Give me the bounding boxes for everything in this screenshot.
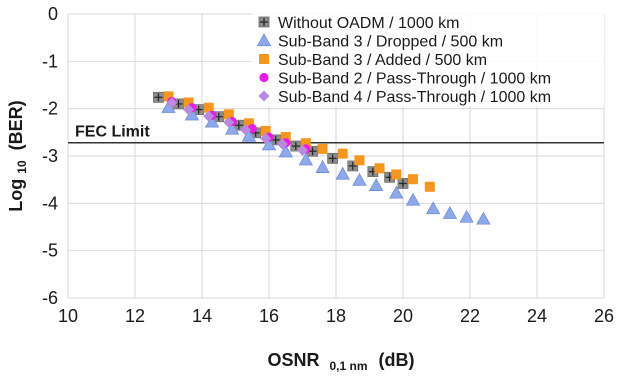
legend-label-4: Sub-Band 4 / Pass-Through / 1000 km (278, 89, 551, 106)
y-tick-label-4: -4 (42, 193, 58, 213)
series-2-point-14 (424, 181, 435, 192)
x-tick-label-3: 16 (259, 306, 279, 326)
series-2-point-0 (163, 91, 174, 102)
legend-marker-4 (258, 90, 270, 102)
y-axis-label: Log 10 (BER) (6, 100, 30, 211)
series-1-point-15 (442, 205, 458, 219)
series-2-point-10 (354, 155, 365, 166)
series-1 (161, 99, 491, 225)
series-1-point-5 (261, 137, 277, 151)
series-2-point-12 (391, 169, 402, 180)
x-axis-label-unit: (dB) (379, 350, 415, 370)
legend-label-1: Sub-Band 3 / Dropped / 500 km (278, 34, 503, 51)
series-4-point-4 (240, 124, 252, 136)
series-4-point-0 (166, 97, 178, 109)
series-2-point-9 (337, 148, 348, 159)
x-tick-label-5: 20 (393, 306, 413, 326)
legend-marker-2 (259, 54, 269, 64)
series-1-point-16 (459, 209, 474, 223)
series-2-point-6 (280, 132, 291, 143)
series-4-point-7 (297, 144, 308, 156)
series-1-point-14 (425, 201, 441, 215)
y-tick-label-3: -3 (42, 146, 58, 166)
legend-label-2: Sub-Band 3 / Added / 500 km (278, 52, 487, 69)
series-2-point-8 (317, 143, 328, 154)
series-4-point-5 (260, 132, 272, 144)
x-tick-label-4: 18 (326, 306, 346, 326)
legend: Without OADM / 1000 km Sub-Band 3 / Dropp… (252, 10, 604, 107)
series-4-point-1 (183, 104, 195, 116)
series-0-point-7 (290, 140, 302, 152)
y-axis-label-subscript: 10 (15, 160, 29, 174)
series-4-point-3 (223, 116, 235, 128)
series-2-point-5 (260, 125, 271, 136)
series-0-point-9 (327, 152, 339, 164)
x-tick-label-7: 24 (527, 306, 547, 326)
y-tick-label-2: -2 (42, 99, 58, 119)
y-tick-label-0: 0 (48, 4, 58, 24)
series-1-point-12 (389, 185, 404, 199)
x-tick-label-2: 14 (192, 306, 212, 326)
x-tick-label-0: 10 (58, 306, 78, 326)
series-2-point-2 (203, 102, 214, 113)
y-tick-label-1: -1 (42, 51, 58, 71)
y-tick-label-5: -5 (42, 241, 58, 261)
legend-marker-0 (258, 16, 270, 28)
x-axis-label-main: OSNR (267, 350, 319, 370)
axis-labels: OSNR 0,1 nm (dB) Log 10 (BER) (6, 100, 415, 374)
legend-marker-3 (259, 72, 269, 83)
series-1-point-11 (369, 178, 384, 191)
series-1-point-10 (352, 172, 367, 186)
legend-marker-1 (256, 33, 272, 47)
legend-label-3: Sub-Band 2 / Pass-Through / 1000 km (278, 71, 551, 88)
series-0-point-0 (153, 91, 164, 103)
data-marks-layer (153, 91, 491, 225)
series-1-point-8 (315, 160, 330, 173)
series-1-point-17 (476, 211, 491, 225)
series-2-point-3 (223, 109, 234, 120)
series-4-point-6 (276, 138, 288, 150)
series-4-point-2 (203, 110, 215, 122)
x-tick-label-1: 12 (125, 306, 145, 326)
tick-labels-layer: 10 12 14 16 18 20 22 24 26 0 -1 -2 -3 -4 -5 -6 (42, 4, 614, 326)
series-2-point-1 (183, 97, 194, 108)
series-4 (166, 97, 308, 156)
fec-limit-layer: FEC Limit (68, 124, 604, 144)
y-tick-label-6: -6 (42, 288, 58, 308)
fec-limit-label: FEC Limit (75, 124, 150, 141)
series-0-point-13 (397, 178, 409, 189)
series-1-point-13 (405, 192, 421, 206)
series-2-point-13 (408, 174, 419, 185)
legend-background (252, 10, 604, 107)
series-2-point-11 (374, 163, 385, 174)
series-1-point-3 (224, 121, 240, 135)
series-2-point-4 (243, 118, 254, 129)
series-0-point-10 (347, 160, 359, 172)
series-2 (163, 91, 435, 192)
x-tick-label-8: 26 (594, 306, 614, 326)
series-1-point-6 (278, 144, 293, 158)
series-1-point-4 (241, 128, 257, 142)
x-tick-label-6: 22 (460, 306, 480, 326)
x-axis-label-subscript: 0,1 nm (330, 359, 368, 373)
x-axis-label: OSNR 0,1 nm (dB) (267, 350, 414, 374)
legend-label-0: Without OADM / 1000 km (278, 15, 459, 32)
y-axis-label-unit: (BER) (6, 100, 26, 150)
y-axis-label-main: Log (6, 179, 26, 212)
series-1-point-9 (335, 166, 350, 180)
series-2-point-7 (300, 138, 311, 149)
series-1-point-7 (298, 152, 314, 166)
